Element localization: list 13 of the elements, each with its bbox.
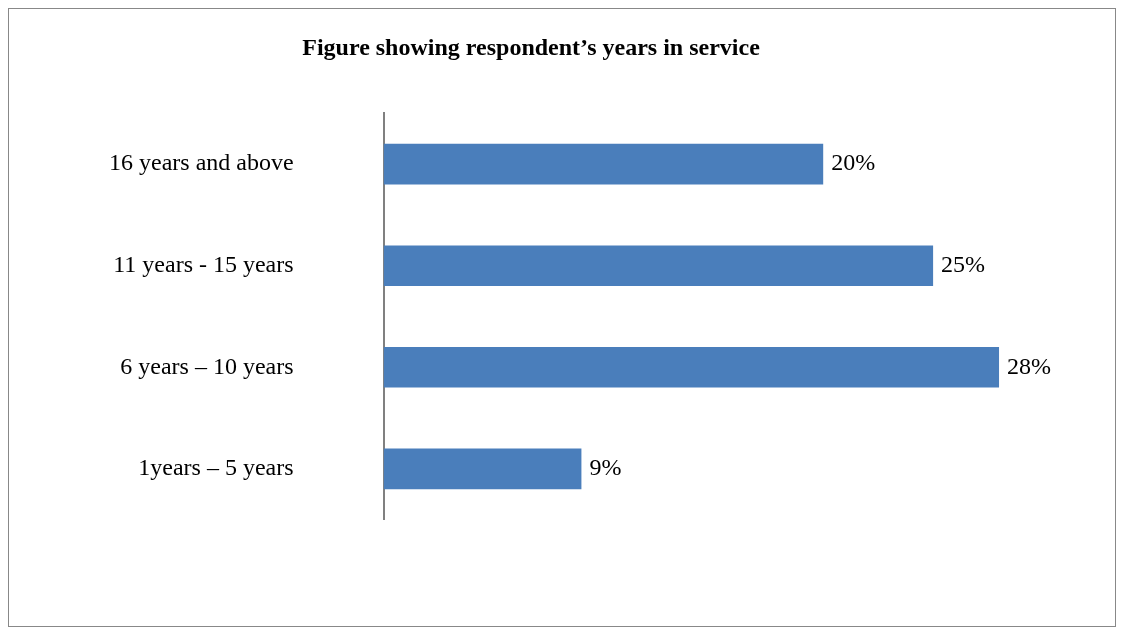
- chart-title: Figure showing respondent’s years in service: [302, 34, 761, 61]
- y-tick-label: 6 years – 10 years: [120, 352, 294, 379]
- data-label: 20%: [831, 149, 876, 176]
- y-tick-label: 1years – 5 years: [138, 454, 294, 481]
- data-label: 9%: [589, 454, 622, 481]
- bar: [383, 448, 582, 490]
- data-label: 25%: [941, 251, 986, 278]
- data-label: 28%: [1007, 352, 1052, 379]
- y-tick-label: 16 years and above: [109, 149, 294, 176]
- bar: [383, 346, 1000, 388]
- y-tick-label: 11 years - 15 years: [113, 251, 294, 278]
- bar: [383, 245, 934, 287]
- bar: [383, 143, 824, 185]
